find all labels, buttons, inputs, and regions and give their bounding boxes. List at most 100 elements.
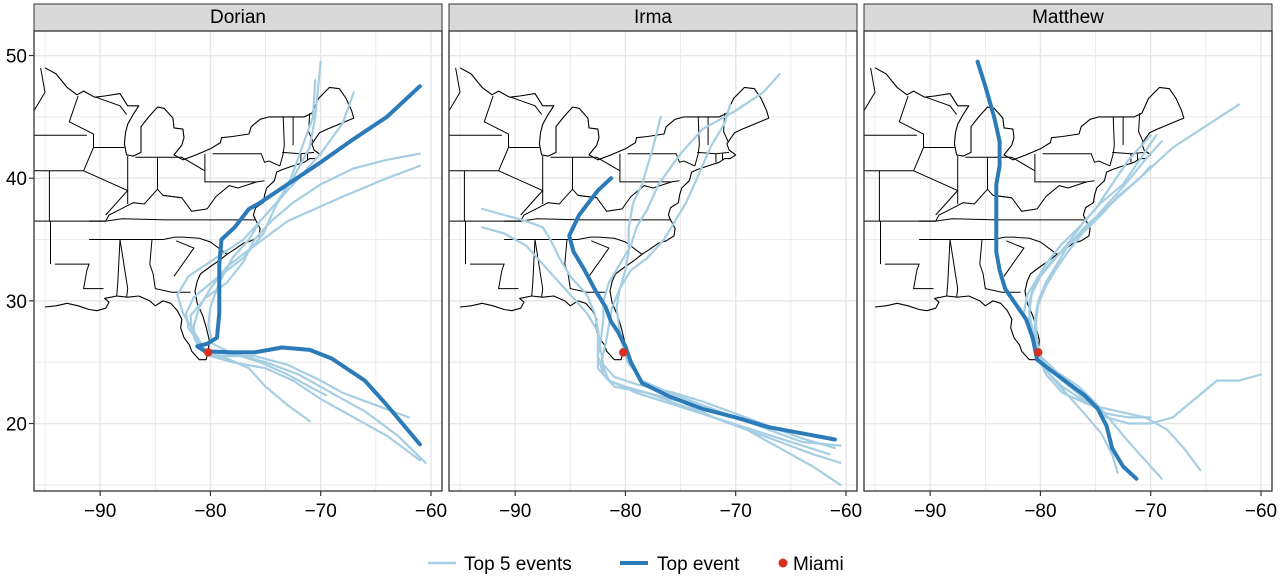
state-border xyxy=(1109,116,1115,167)
state-border xyxy=(1138,113,1144,142)
panel-border xyxy=(863,30,1273,492)
plot-background xyxy=(449,31,857,491)
state-border xyxy=(919,236,1058,255)
state-border xyxy=(483,95,509,148)
y-tick-label: 50 xyxy=(6,47,27,68)
top5-track-4 xyxy=(481,207,836,450)
coastline xyxy=(874,67,1185,361)
state-border xyxy=(949,239,959,298)
panel-dorian: Dorian −90 −80 −70 −60 20 30 40 50 xyxy=(6,3,447,522)
miami-point xyxy=(1034,348,1043,357)
top-event-track xyxy=(195,84,422,447)
legend-item-top-event: Top event xyxy=(620,554,740,575)
state-border xyxy=(979,239,1021,293)
state-border xyxy=(95,96,127,115)
grid xyxy=(449,31,857,491)
facet-strip xyxy=(33,3,443,32)
x-tick-label: −70 xyxy=(305,501,337,522)
legend-item-miami: Miami xyxy=(778,554,844,575)
legend: Top 5 events Top event Miami xyxy=(428,554,844,575)
plot-background xyxy=(864,31,1272,491)
panel-irma: Irma −90 −80 −70 −60 xyxy=(448,3,862,522)
state-border xyxy=(34,147,94,172)
us-east-map xyxy=(864,67,1185,361)
x-tick-label: −60 xyxy=(830,501,862,522)
plot-area xyxy=(34,31,442,491)
x-tick-label: −70 xyxy=(720,501,752,522)
x-tick-label: −60 xyxy=(415,501,447,522)
x-tick-label: −90 xyxy=(499,501,531,522)
state-border xyxy=(619,153,680,183)
state-border xyxy=(925,96,957,115)
state-border xyxy=(89,236,228,255)
state-border xyxy=(83,170,129,216)
state-border xyxy=(913,170,959,216)
facet-title: Irma xyxy=(634,7,672,28)
state-border xyxy=(885,263,934,290)
facet-strip xyxy=(448,3,858,32)
state-border xyxy=(588,240,610,277)
top-event-track xyxy=(975,59,1139,481)
us-east-map xyxy=(34,67,355,361)
legend-item-top-5-events: Top 5 events xyxy=(428,554,572,575)
top-event-track xyxy=(567,176,837,442)
state-border xyxy=(34,67,46,111)
state-border xyxy=(510,96,542,115)
x-tick-label: −90 xyxy=(914,501,946,522)
state-border xyxy=(504,236,643,255)
facet-title: Dorian xyxy=(210,7,266,28)
state-border xyxy=(1042,153,1111,167)
facet-title: Matthew xyxy=(1032,7,1104,28)
state-border xyxy=(68,95,94,148)
legend-label: Miami xyxy=(793,554,844,575)
state-border xyxy=(449,67,461,111)
top5-track-4 xyxy=(1034,164,1152,474)
state-border xyxy=(550,156,621,172)
state-border xyxy=(279,116,285,167)
state-border xyxy=(1034,153,1095,183)
state-border xyxy=(173,240,195,277)
state-border xyxy=(135,156,206,172)
facet-panels: Dorian −90 −80 −70 −60 20 30 40 50 Irma −90 −80 −70 −… xyxy=(6,3,1277,522)
state-border xyxy=(212,153,281,167)
state-border xyxy=(116,239,121,297)
state-border xyxy=(162,194,182,199)
grid xyxy=(34,31,442,491)
state-border xyxy=(449,147,509,172)
y-tick-label: 40 xyxy=(6,169,27,190)
us-east-map xyxy=(449,67,770,361)
y-tick-label: 30 xyxy=(6,292,27,313)
state-border xyxy=(498,170,544,216)
state-border xyxy=(564,239,606,293)
top5-track-5 xyxy=(600,103,831,456)
x-tick-label: −80 xyxy=(1024,501,1056,522)
state-border xyxy=(627,153,696,167)
panel-matthew: Matthew −90 −80 −70 −60 xyxy=(863,3,1277,522)
state-border xyxy=(864,147,924,172)
state-border xyxy=(534,239,544,298)
panel-border xyxy=(448,30,858,492)
state-border xyxy=(898,95,924,148)
miami-point xyxy=(619,348,628,357)
panel-border xyxy=(33,30,443,492)
plot-area xyxy=(864,31,1272,491)
state-border xyxy=(1003,240,1025,277)
x-tick-label: −60 xyxy=(1245,501,1277,522)
x-tick-label: −90 xyxy=(84,501,116,522)
state-border xyxy=(864,67,876,111)
miami-point xyxy=(204,348,213,357)
state-border xyxy=(946,239,951,297)
plot-area xyxy=(449,31,857,491)
top5-track-5 xyxy=(1028,134,1158,419)
state-border xyxy=(723,113,729,142)
x-tick-label: −80 xyxy=(194,501,226,522)
x-tick-label: −70 xyxy=(1135,501,1167,522)
legend-label: Top event xyxy=(657,554,740,575)
legend-key-point xyxy=(778,558,788,568)
state-border xyxy=(470,263,519,290)
state-border xyxy=(119,239,129,298)
coastline xyxy=(44,67,355,361)
state-border xyxy=(149,239,191,293)
state-border xyxy=(204,153,265,183)
